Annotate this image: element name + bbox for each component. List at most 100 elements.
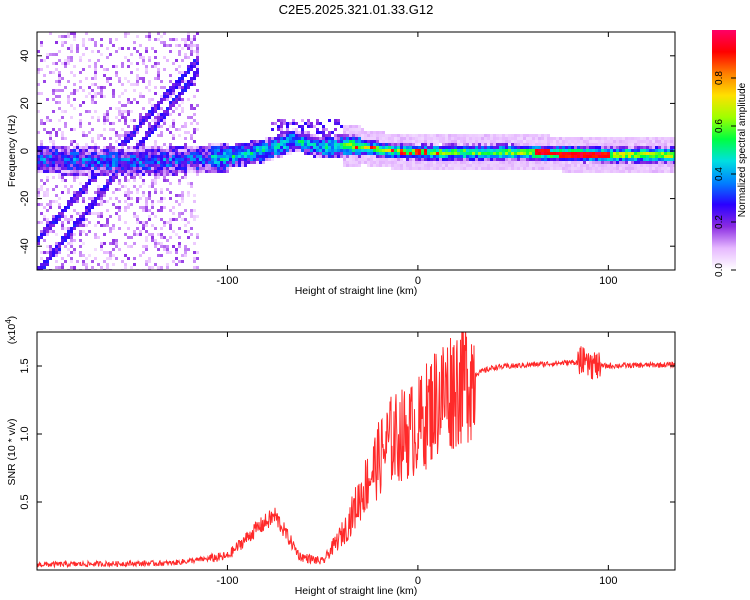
x-tick-label: -100 — [216, 275, 238, 287]
spectrogram-cell — [367, 161, 370, 164]
spectrogram-cell — [43, 260, 46, 263]
spectrogram-cell — [547, 155, 550, 158]
spectrogram-cell — [358, 137, 361, 140]
spectrogram-cell — [190, 137, 193, 140]
spectrogram-cell — [652, 137, 655, 140]
spectrogram-cell — [454, 137, 457, 140]
spectrogram-cell — [580, 140, 583, 143]
spectrogram-cell — [337, 155, 340, 158]
spectrogram-cell — [163, 68, 166, 71]
spectrogram-cell — [667, 152, 670, 155]
spectrogram-cell — [664, 137, 667, 140]
spectrogram-cell — [511, 161, 514, 164]
spectrogram-cell — [115, 131, 118, 134]
spectrogram-cell — [157, 125, 160, 128]
spectrogram-cell — [502, 143, 505, 146]
spectrogram-cell — [145, 50, 148, 53]
spectrogram-cell — [403, 161, 406, 164]
spectrogram-cell — [157, 113, 160, 116]
spectrogram-cell — [64, 227, 67, 230]
spectrogram-cell — [610, 167, 613, 170]
spectrogram-cell — [169, 44, 172, 47]
spectrogram-cell — [601, 152, 604, 155]
spectrogram-cell — [460, 134, 463, 137]
spectrogram-cell — [598, 143, 601, 146]
spectrogram-cell — [202, 152, 205, 155]
spectrogram-cell — [169, 80, 172, 83]
spectrogram-cell — [163, 122, 166, 125]
spectrogram-cell — [88, 206, 91, 209]
spectrogram-cell — [529, 164, 532, 167]
spectrogram-cell — [256, 140, 259, 143]
spectrogram-cell — [154, 146, 157, 149]
spectrogram-cell — [109, 107, 112, 110]
spectrogram-cell — [319, 149, 322, 152]
spectrogram-cell — [43, 155, 46, 158]
spectrogram-cell — [163, 245, 166, 248]
spectrogram-cell — [307, 143, 310, 146]
spectrogram-cell — [187, 248, 190, 251]
spectrogram-cell — [118, 47, 121, 50]
spectrogram-cell — [418, 143, 421, 146]
spectrogram-cell — [154, 92, 157, 95]
spectrogram-cell — [589, 146, 592, 149]
spectrogram-cell — [316, 119, 319, 122]
spectrogram-cell — [154, 155, 157, 158]
spectrogram-cell — [226, 161, 229, 164]
spectrogram-cell — [625, 155, 628, 158]
spectrogram-cell — [64, 164, 67, 167]
spectrogram-cell — [466, 149, 469, 152]
spectrogram-cell — [346, 137, 349, 140]
spectrogram-cell — [520, 158, 523, 161]
spectrogram-cell — [82, 68, 85, 71]
spectrogram-cell — [91, 179, 94, 182]
spectrogram-cell — [271, 122, 274, 125]
spectrogram-cell — [178, 98, 181, 101]
spectrogram-cell — [55, 254, 58, 257]
spectrogram-cell — [94, 101, 97, 104]
snr-series-line — [37, 332, 675, 569]
spectrogram-cell — [193, 164, 196, 167]
spectrogram-cell — [163, 86, 166, 89]
spectrogram-cell — [610, 149, 613, 152]
spectrogram-cell — [586, 140, 589, 143]
spectrogram-cell — [382, 155, 385, 158]
spectrogram-cell — [52, 164, 55, 167]
spectrogram-cell — [433, 140, 436, 143]
spectrogram-cell — [100, 167, 103, 170]
spectrogram-cell — [397, 161, 400, 164]
spectrogram-cell — [574, 158, 577, 161]
spectrogram-cell — [142, 170, 145, 173]
spectrogram-cell — [79, 230, 82, 233]
spectrogram-cell — [112, 92, 115, 95]
spectrogram-cell — [52, 89, 55, 92]
spectrogram-cell — [133, 83, 136, 86]
spectrogram-cell — [382, 131, 385, 134]
spectrogram-cell — [100, 164, 103, 167]
spectrogram-cell — [151, 266, 154, 269]
spectrogram-cell — [40, 92, 43, 95]
spectrogram-cell — [328, 134, 331, 137]
spectrogram-y-label: Frequency (Hz) — [6, 115, 18, 187]
spectrogram-cell — [352, 155, 355, 158]
spectrogram-cell — [37, 194, 40, 197]
spectrogram-cell — [112, 254, 115, 257]
spectrogram-cell — [190, 62, 193, 65]
spectrogram-cell — [472, 143, 475, 146]
spectrogram-cell — [124, 56, 127, 59]
spectrogram-cell — [112, 44, 115, 47]
spectrogram-cell — [238, 161, 241, 164]
spectrogram-cell — [40, 212, 43, 215]
spectrogram-cell — [331, 140, 334, 143]
spectrogram-cell — [355, 158, 358, 161]
spectrogram-cell — [61, 173, 64, 176]
spectrogram-cell — [328, 137, 331, 140]
spectrogram-cell — [112, 170, 115, 173]
spectrogram-cell — [484, 149, 487, 152]
spectrogram-cell — [166, 167, 169, 170]
spectrogram-cell — [289, 137, 292, 140]
spectrogram-cell — [442, 149, 445, 152]
spectrogram-cell — [265, 155, 268, 158]
spectrogram-cell — [61, 77, 64, 80]
spectrogram-cell — [358, 161, 361, 164]
